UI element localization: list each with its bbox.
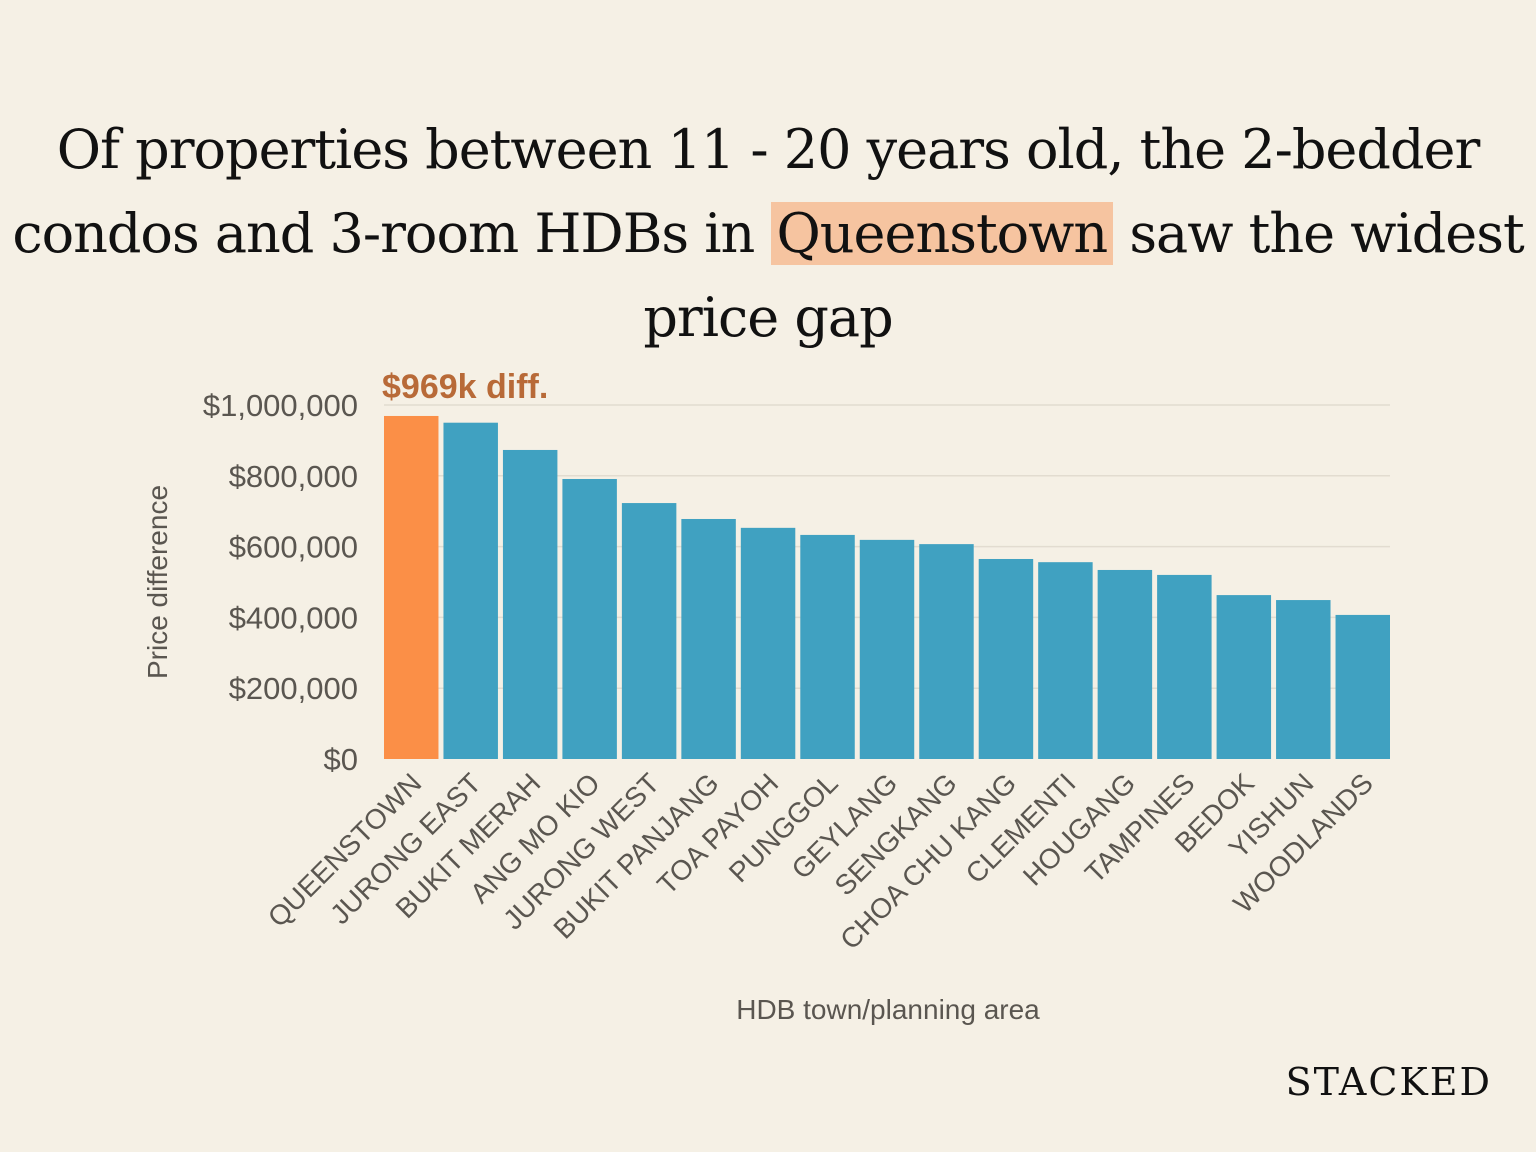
stacked-logo: STACKED — [1285, 1060, 1492, 1104]
y-tick-label: $600,000 — [229, 530, 358, 565]
y-tick-label: $0 — [324, 742, 358, 777]
bar — [384, 415, 439, 759]
y-tick-label: $400,000 — [229, 600, 358, 635]
title-highlight: Queenstown — [770, 202, 1114, 265]
bar — [859, 539, 915, 759]
bar — [443, 422, 498, 759]
bar — [621, 503, 677, 759]
bar — [740, 527, 796, 759]
bar — [562, 478, 617, 759]
bar — [919, 544, 974, 759]
bar — [1276, 600, 1331, 759]
y-tick-label: $200,000 — [229, 671, 358, 706]
bar — [502, 449, 558, 759]
bar — [1038, 562, 1093, 759]
bar — [1157, 574, 1212, 759]
bar — [1335, 614, 1390, 759]
bar — [978, 558, 1034, 759]
bar — [1097, 569, 1153, 759]
bar — [1216, 595, 1272, 759]
bar — [681, 518, 736, 759]
y-tick-label: $800,000 — [229, 459, 358, 494]
y-tick-label: $1,000,000 — [203, 388, 358, 423]
x-axis-title: HDB town/planning area — [736, 994, 1040, 1025]
chart-title: Of properties between 11 - 20 years old,… — [12, 118, 1524, 349]
bar — [800, 534, 855, 759]
y-axis-title: Price difference — [142, 485, 173, 679]
annotation-label: $969k diff. — [382, 368, 548, 406]
